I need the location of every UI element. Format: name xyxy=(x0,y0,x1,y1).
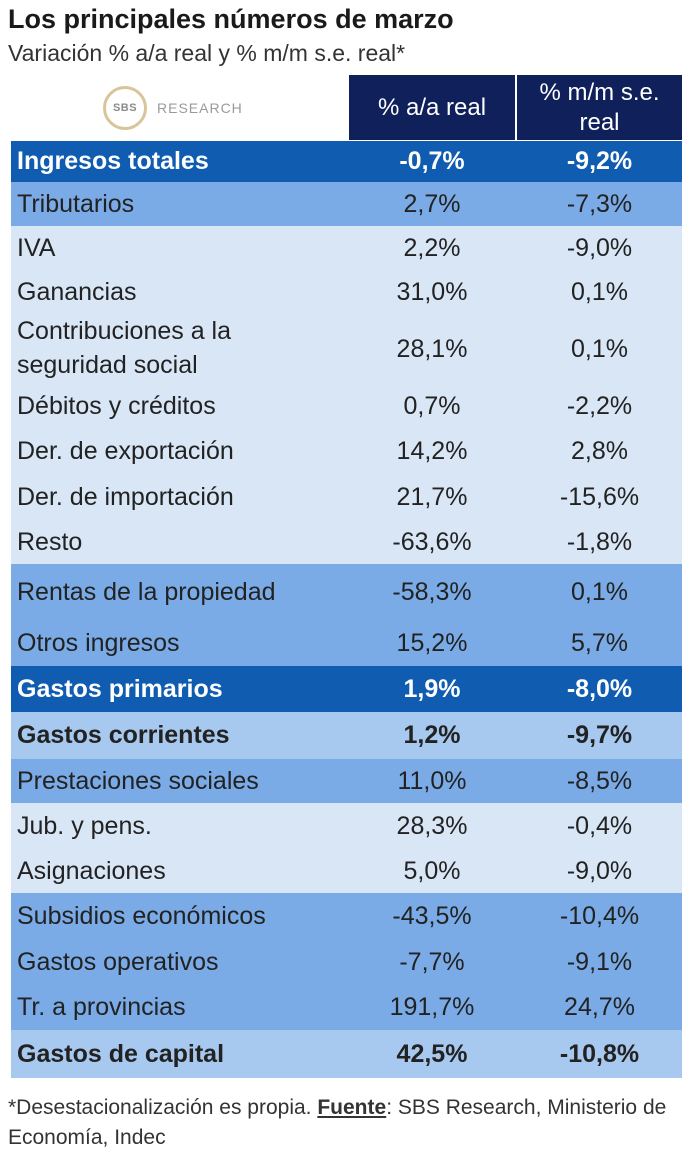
value-mm: 24,7% xyxy=(564,993,635,1021)
table-row: Gastos corrientes 1,2% -9,7% xyxy=(11,712,682,759)
value-mm: -9,7% xyxy=(566,721,633,749)
row-label: Contribuciones a la seguridad social xyxy=(17,317,232,379)
column-header-mm: % m/m s.e. real xyxy=(517,75,682,140)
value-aa: 28,1% xyxy=(396,334,468,363)
footnote-sources: : SBS Research, Ministerio de Economía, … xyxy=(8,1096,667,1150)
table-row: Débitos y créditos 0,7% -2,2% xyxy=(11,384,682,428)
value-mm: -10,4% xyxy=(559,902,640,930)
row-label: Tributarios xyxy=(17,189,135,218)
data-table: Ingresos totales -0,7% -9,2% Tributarios 2,7… xyxy=(11,141,682,1078)
table-row: Gastos primarios 1,9% -8,0% xyxy=(11,666,682,712)
value-mm: -8,5% xyxy=(566,766,633,795)
row-label: Subsidios económicos xyxy=(17,902,266,931)
row-label: Gastos operativos xyxy=(17,948,219,977)
table-row: Asignaciones 5,0% -9,0% xyxy=(11,849,682,893)
value-aa: -63,6% xyxy=(392,527,472,556)
row-label: Asignaciones xyxy=(17,856,166,885)
value-mm: -9,0% xyxy=(566,856,633,885)
row-label: Gastos de capital xyxy=(17,1039,225,1068)
table-row: Ganancias 31,0% 0,1% xyxy=(11,270,682,314)
value-mm: 2,8% xyxy=(571,436,628,465)
column-header-aa: % a/a real xyxy=(349,75,515,140)
table-row: Tributarios 2,7% -7,3% xyxy=(11,182,682,226)
sbs-research-logo: SBS RESEARCH xyxy=(103,82,243,134)
value-aa: 2,7% xyxy=(403,189,461,218)
value-aa: -43,5% xyxy=(392,902,472,930)
value-mm: 5,7% xyxy=(571,629,628,657)
row-label: Gastos corrientes xyxy=(17,721,230,750)
value-mm: -8,0% xyxy=(566,674,633,703)
footnote-source-label: Fuente xyxy=(317,1096,387,1119)
footnote: *Desestacionalización es propia. Fuente:… xyxy=(8,1093,688,1154)
table-row: Tr. a provincias 191,7% 24,7% xyxy=(11,985,682,1030)
row-label: Resto xyxy=(17,527,83,556)
row-label: Jub. y pens. xyxy=(17,811,152,840)
table-row: Resto -63,6% -1,8% xyxy=(11,520,682,564)
table-row: Gastos de capital 42,5% -10,8% xyxy=(11,1030,682,1078)
row-label: Ganancias xyxy=(17,277,137,306)
table-row: IVA 2,2% -9,0% xyxy=(11,226,682,270)
table-row: Prestaciones sociales 11,0% -8,5% xyxy=(11,759,682,803)
row-label: Otros ingresos xyxy=(17,629,180,658)
row-label: Ingresos totales xyxy=(17,147,209,176)
value-mm: -1,8% xyxy=(566,527,633,556)
table-row: Otros ingresos 15,2% 5,7% xyxy=(11,621,682,666)
row-label: Gastos primarios xyxy=(17,674,223,703)
value-aa: 31,0% xyxy=(396,277,468,306)
value-mm: -15,6% xyxy=(559,482,640,511)
value-aa: 1,9% xyxy=(403,674,461,703)
table-row: Jub. y pens. 28,3% -0,4% xyxy=(11,803,682,849)
footnote-prefix: *Desestacionalización es propia. xyxy=(8,1096,318,1119)
logo-text: RESEARCH xyxy=(157,100,243,116)
value-aa: -7,7% xyxy=(399,948,465,976)
value-mm: 0,1% xyxy=(571,277,628,306)
table-row: Ingresos totales -0,7% -9,2% xyxy=(11,141,682,182)
value-aa: 42,5% xyxy=(396,1039,468,1068)
row-label: Der. de importación xyxy=(17,482,234,511)
value-aa: -58,3% xyxy=(392,578,472,606)
logo-mark: SBS xyxy=(103,86,147,130)
value-mm: -9,1% xyxy=(566,948,633,976)
value-aa: 28,3% xyxy=(396,811,468,840)
row-label: Der. de exportación xyxy=(17,436,234,465)
value-aa: 191,7% xyxy=(389,993,475,1021)
table-row: Contribuciones a la seguridad social 28,1… xyxy=(11,314,682,384)
value-aa: 21,7% xyxy=(396,482,468,511)
table-row: Rentas de la propiedad -58,3% 0,1% xyxy=(11,564,682,621)
value-aa: 1,2% xyxy=(403,721,461,749)
value-aa: 14,2% xyxy=(396,436,468,465)
table-row: Subsidios económicos -43,5% -10,4% xyxy=(11,893,682,940)
value-mm: -9,0% xyxy=(566,233,633,262)
value-mm: -9,2% xyxy=(566,147,633,175)
value-mm: 0,1% xyxy=(571,578,628,606)
row-label: Prestaciones sociales xyxy=(17,766,259,795)
value-mm: -7,3% xyxy=(566,189,633,218)
value-aa: 11,0% xyxy=(397,766,467,795)
value-aa: 5,0% xyxy=(403,856,461,885)
table-row: Der. de exportación 14,2% 2,8% xyxy=(11,428,682,474)
value-mm: -0,4% xyxy=(566,811,633,840)
value-mm: -2,2% xyxy=(566,391,633,420)
table-row: Der. de importación 21,7% -15,6% xyxy=(11,474,682,520)
value-aa: 2,2% xyxy=(403,233,461,262)
row-label: Tr. a provincias xyxy=(17,993,186,1022)
value-aa: 15,2% xyxy=(396,629,468,657)
row-label: Débitos y créditos xyxy=(17,391,216,420)
row-label: Rentas de la propiedad xyxy=(17,578,276,607)
value-aa: 0,7% xyxy=(403,391,461,420)
table-row: Gastos operativos -7,7% -9,1% xyxy=(11,940,682,985)
value-mm: 0,1% xyxy=(571,334,628,363)
chart-title: Los principales números de marzo xyxy=(8,4,454,34)
row-label: IVA xyxy=(17,233,56,262)
value-aa: -0,7% xyxy=(399,147,465,175)
chart-subtitle: Variación % a/a real y % m/m s.e. real* xyxy=(8,40,406,66)
value-mm: -10,8% xyxy=(559,1039,640,1068)
